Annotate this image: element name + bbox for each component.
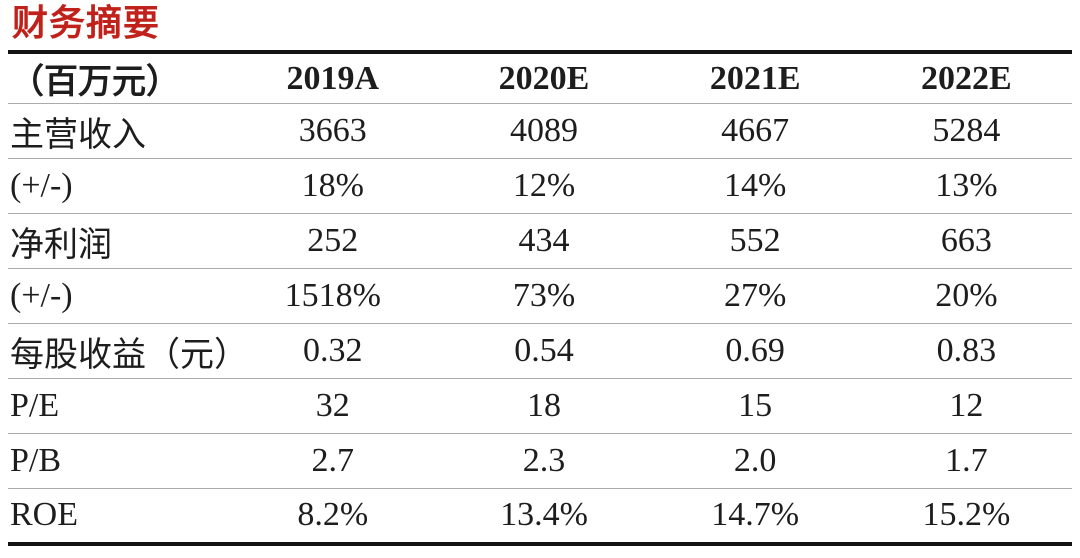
- financial-summary-table: （百万元） 2019A 2020E 2021E 2022E 主营收入 3663 …: [8, 50, 1072, 546]
- cell-value: 13%: [860, 158, 1072, 214]
- row-label: P/E: [8, 378, 228, 434]
- col-header-2020e: 2020E: [438, 52, 650, 104]
- cell-value: 434: [438, 213, 650, 269]
- page-title: 财务摘要: [12, 2, 161, 43]
- table-row-eps: 每股收益（元） 0.32 0.54 0.69 0.83: [8, 323, 1072, 379]
- cell-value: 0.69: [649, 323, 861, 379]
- row-label: 每股收益（元）: [8, 323, 248, 379]
- cell-value: 15.2%: [922, 496, 1011, 534]
- row-label: P/B: [8, 433, 228, 489]
- unit-header: （百万元）: [8, 52, 228, 104]
- row-label: 净利润: [8, 213, 228, 269]
- row-label: (+/-): [8, 158, 228, 214]
- cell-value: 2.3: [438, 433, 650, 489]
- table-row-pb: P/B 2.7 2.3 2.0 1.7: [8, 433, 1072, 489]
- table-row-net-profit-growth: (+/-) 1518% 73% 27% 20%: [8, 268, 1072, 324]
- table-row-revenue-growth: (+/-) 18% 12% 14% 13%: [8, 158, 1072, 214]
- cell-value: 2.7: [227, 433, 439, 489]
- cell-value: 14%: [649, 158, 861, 214]
- cell-value: 552: [649, 213, 861, 269]
- table-row-pe: P/E 32 18 15 12: [8, 378, 1072, 434]
- cell-value: 14.7%: [711, 496, 800, 534]
- row-label: ROE: [10, 496, 78, 534]
- col-header-2019a: 2019A: [227, 52, 439, 104]
- cell-value: 20%: [860, 268, 1072, 324]
- cell-value: 8.2%: [297, 496, 369, 534]
- cell-value: 12%: [438, 158, 650, 214]
- cell-value: 2.0: [649, 433, 861, 489]
- cell-value: 27%: [649, 268, 861, 324]
- row-label: (+/-): [8, 268, 228, 324]
- table-body: 主营收入 3663 4089 4667 5284 (+/-) 18% 12% 1…: [8, 103, 1072, 544]
- header-row: （百万元） 2019A 2020E 2021E 2022E: [8, 52, 1072, 104]
- col-header-2021e: 2021E: [649, 52, 861, 104]
- cell-value: 5284: [860, 103, 1072, 159]
- table-row-roe: ROE 8.2% 13.4% 14.7% 15.2%: [8, 489, 1072, 544]
- cell-value: 4667: [649, 103, 861, 159]
- cell-value: 13.4%: [500, 496, 588, 534]
- table-row-revenue: 主营收入 3663 4089 4667 5284: [8, 103, 1072, 159]
- cell-value: 1.7: [860, 433, 1072, 489]
- cell-value: 252: [227, 213, 439, 269]
- cell-value: 0.32: [227, 323, 439, 379]
- cell-value: 32: [227, 378, 439, 434]
- cell-value: 12: [860, 378, 1072, 434]
- cell-value: 0.54: [438, 323, 650, 379]
- cell-value: 18%: [227, 158, 439, 214]
- cell-value: 1518%: [227, 268, 439, 324]
- cell-value: 15: [649, 378, 861, 434]
- cell-value: 73%: [438, 268, 650, 324]
- row-label: 主营收入: [8, 103, 228, 159]
- col-header-2022e: 2022E: [860, 52, 1072, 104]
- cell-value: 4089: [438, 103, 650, 159]
- cell-value: 0.83: [860, 323, 1072, 379]
- cell-value: 18: [438, 378, 650, 434]
- table-row-net-profit: 净利润 252 434 552 663: [8, 213, 1072, 269]
- cell-value: 3663: [227, 103, 439, 159]
- cell-value: 663: [860, 213, 1072, 269]
